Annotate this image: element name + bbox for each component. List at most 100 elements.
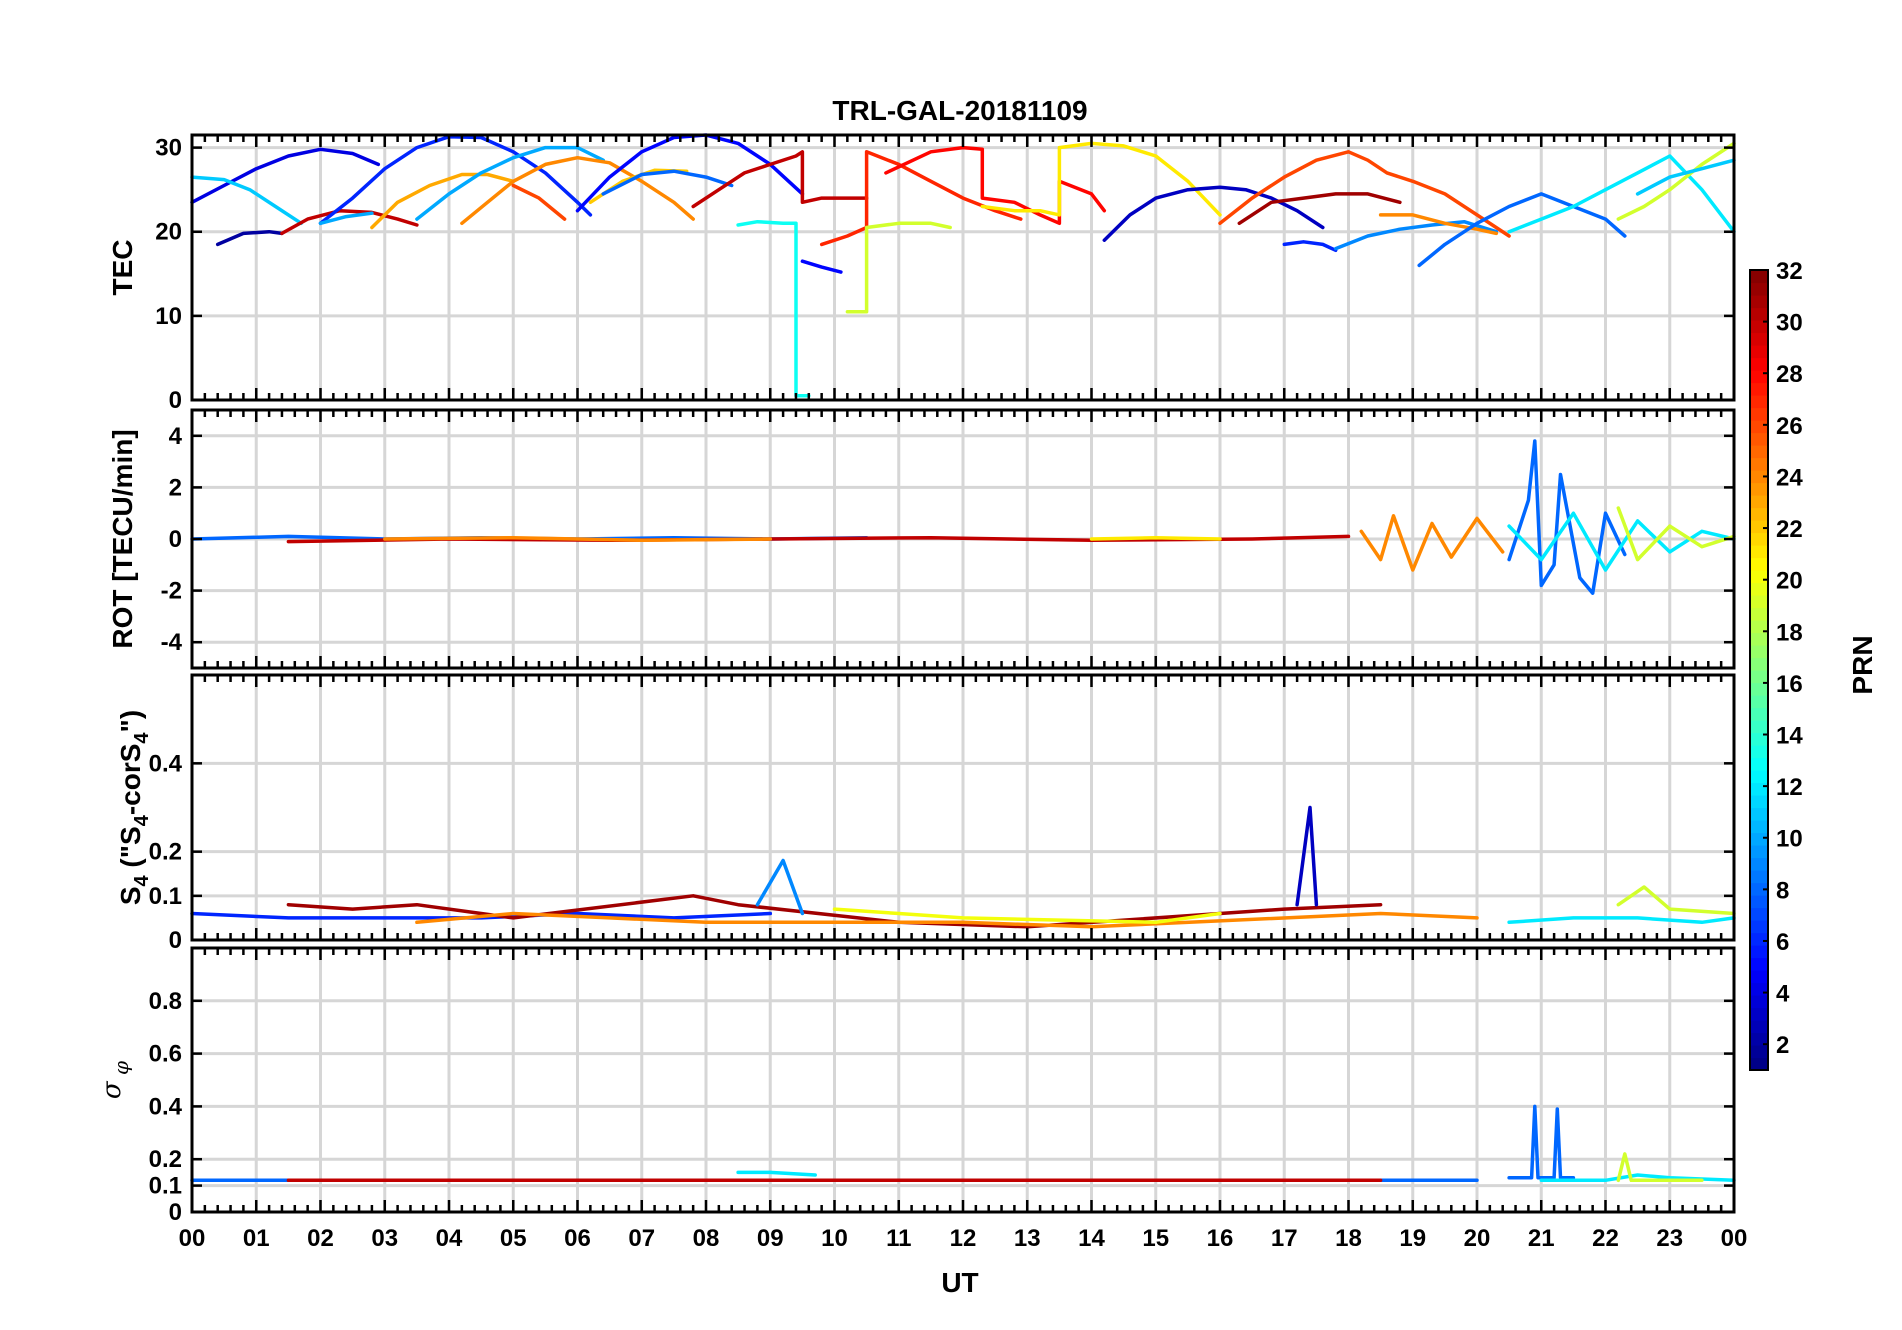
colorbar-segment xyxy=(1750,407,1768,421)
colorbar-label: PRN xyxy=(1847,635,1878,694)
colorbar-segment xyxy=(1750,370,1768,384)
colorbar-segment xyxy=(1750,695,1768,709)
colorbar-segment xyxy=(1750,907,1768,921)
colorbar-tick-label: 12 xyxy=(1776,774,1803,801)
y-axis-label: S4 ("S4-corS4") xyxy=(115,710,153,905)
colorbar-segment xyxy=(1750,707,1768,721)
colorbar-segment xyxy=(1750,682,1768,696)
x-tick-label: 14 xyxy=(1078,1225,1105,1252)
series-prn-11 xyxy=(190,175,303,226)
x-tick-label: 12 xyxy=(950,1225,977,1252)
series-prn-19 xyxy=(1616,1152,1704,1183)
series-prn-12 xyxy=(736,1170,817,1177)
x-tick-label: 07 xyxy=(628,1225,655,1252)
series-prn-2 xyxy=(215,229,284,247)
colorbar-segment xyxy=(1750,320,1768,334)
series-prn-24 xyxy=(1378,213,1499,236)
series-prn-26 xyxy=(1218,150,1511,238)
colorbar-segment xyxy=(1750,657,1768,671)
colorbar-segment xyxy=(1750,982,1768,996)
colorbar-tick-label: 8 xyxy=(1776,877,1789,904)
y-axis-label: ROT [TECU/min] xyxy=(107,429,138,648)
colorbar-segment xyxy=(1750,582,1768,596)
y-tick-label: 20 xyxy=(155,219,182,246)
series-prn-21 xyxy=(1089,535,1222,541)
y-tick-label: 0 xyxy=(169,1199,182,1226)
series-prn-19 xyxy=(1616,141,1736,221)
y-tick-label: 0.8 xyxy=(149,988,182,1015)
series-prn-19 xyxy=(1616,885,1736,916)
colorbar-tick-label: 28 xyxy=(1776,361,1803,388)
y-tick-label: 0.2 xyxy=(149,1146,182,1173)
series-prn-20 xyxy=(832,907,1222,925)
colorbar-segment xyxy=(1750,395,1768,409)
y-axis-label: TEC xyxy=(107,240,138,296)
colorbar-tick-label: 4 xyxy=(1776,981,1790,1008)
colorbar-segment xyxy=(1750,895,1768,909)
y-tick-label: 4 xyxy=(169,423,183,450)
x-tick-label: 20 xyxy=(1464,1225,1491,1252)
series-prn-28 xyxy=(884,145,1107,226)
panel-2: 0 0.1 0.2 0.4S4 ("S4-corS4") xyxy=(115,673,1736,954)
colorbar-segment xyxy=(1750,295,1768,309)
colorbar-segment xyxy=(1750,807,1768,821)
series-prn-31 xyxy=(286,894,1383,929)
y-tick-label: 0.4 xyxy=(149,1093,183,1120)
colorbar-segment xyxy=(1750,532,1768,546)
chart-title: TRL-GAL-20181109 xyxy=(832,95,1087,126)
colorbar-segment xyxy=(1750,945,1768,959)
series-prn-31 xyxy=(1237,192,1402,226)
colorbar-segment xyxy=(1750,820,1768,834)
colorbar-segment xyxy=(1750,607,1768,621)
colorbar-segment xyxy=(1750,932,1768,946)
series-prn-8 xyxy=(601,169,734,196)
series-prn-23 xyxy=(370,172,516,230)
y-tick-label: 2 xyxy=(169,474,182,501)
colorbar-tick-label: 10 xyxy=(1776,826,1803,853)
y-tick-label: 0 xyxy=(169,387,182,414)
colorbar-segment xyxy=(1750,770,1768,784)
colorbar-segment xyxy=(1750,332,1768,346)
y-tick-label: 30 xyxy=(155,135,182,162)
colorbar-segment xyxy=(1750,545,1768,559)
colorbar-segment xyxy=(1750,307,1768,321)
series-prn-12 xyxy=(1507,916,1736,925)
x-tick-label: 05 xyxy=(500,1225,527,1252)
series-prn-24 xyxy=(415,911,1479,929)
series-prn-3 xyxy=(1102,185,1325,242)
colorbar-segment xyxy=(1750,1020,1768,1034)
colorbar-segment xyxy=(1750,482,1768,496)
series-prn-9 xyxy=(1333,219,1499,251)
colorbar-segment xyxy=(1750,957,1768,971)
colorbar-segment xyxy=(1750,495,1768,509)
x-tick-label: 09 xyxy=(757,1225,784,1252)
x-tick-label: 19 xyxy=(1399,1225,1426,1252)
series-prn-11 xyxy=(1635,158,1736,196)
series-prn-12 xyxy=(1507,154,1736,234)
panel-1: -4 -2 0 2 4 ROT [TECU/min] xyxy=(107,408,1736,670)
x-tick-label: 10 xyxy=(821,1225,848,1252)
colorbar-segment xyxy=(1750,620,1768,634)
colorbar-segment xyxy=(1750,1045,1768,1059)
colorbar-segment xyxy=(1750,670,1768,684)
x-tick-label: 13 xyxy=(1014,1225,1041,1252)
colorbar-segment xyxy=(1750,720,1768,734)
y-tick-label: -2 xyxy=(161,578,182,605)
x-tick-label: 11 xyxy=(886,1225,911,1252)
colorbar-tick-label: 32 xyxy=(1776,258,1803,285)
colorbar-tick-label: 14 xyxy=(1776,723,1803,750)
colorbar-segment xyxy=(1750,570,1768,584)
series-prn-5 xyxy=(800,259,843,274)
colorbar-segment xyxy=(1750,357,1768,371)
series-prn-10 xyxy=(318,211,374,226)
panel-3: 00.10.2 0.4 0.6 0.8 σ φ xyxy=(97,946,1736,1226)
x-tick-label: 00 xyxy=(1721,1225,1748,1252)
colorbar-segment xyxy=(1750,732,1768,746)
series-prn-8 xyxy=(1417,192,1627,268)
series-prn-26 xyxy=(511,183,567,221)
series-prn-9 xyxy=(755,858,805,916)
colorbar-tick-label: 6 xyxy=(1776,929,1789,956)
colorbar-segment xyxy=(1750,1007,1768,1021)
